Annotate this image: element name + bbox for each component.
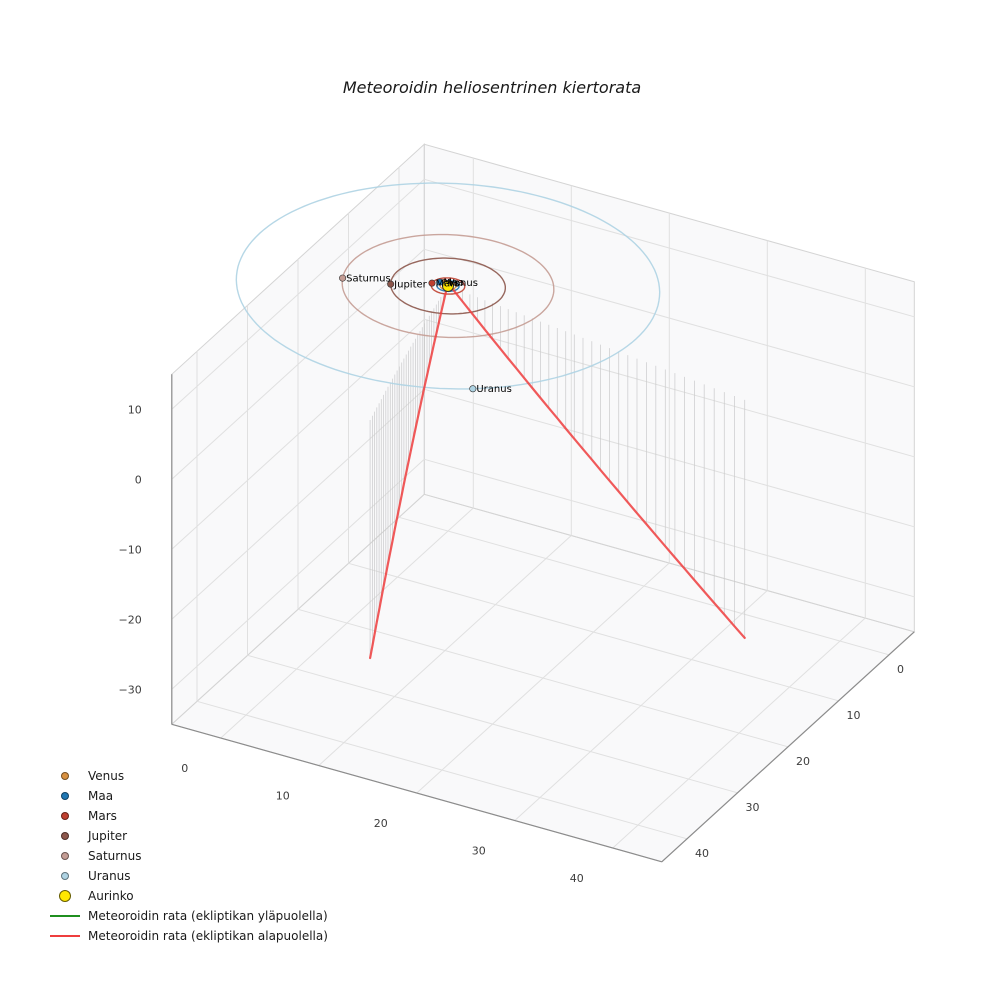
orbit-saturnus	[341, 233, 555, 339]
legend-label: Venus	[88, 769, 125, 783]
legend-label: Mars	[88, 809, 117, 823]
planet-label-saturnus: Saturnus	[346, 274, 391, 285]
x-tick-label: 0	[181, 762, 188, 775]
planet-label-venus: Venus	[448, 278, 478, 289]
planet-label-maa: Maa	[443, 278, 464, 289]
legend-item: Saturnus	[50, 846, 328, 866]
z-tick-label: −10	[119, 543, 142, 556]
planet-label-jupiter: Jupiter	[393, 280, 427, 291]
legend-item: Maa	[50, 786, 328, 806]
tick-labels: 0 10 20 30 40 0 10 20 30 40 10 0 −10 −20 −30	[119, 403, 904, 885]
planet-markers	[339, 274, 477, 393]
orbit-uranus	[235, 182, 661, 390]
planet-marker-jupiter	[387, 280, 395, 288]
y-tick-label: 30	[746, 801, 760, 814]
axis-lines	[171, 374, 915, 863]
legend-label: Maa	[88, 789, 114, 803]
legend-item: Venus	[50, 766, 328, 786]
legend: Venus Maa Mars Jupiter Saturnus Uranus Aurinko…	[50, 766, 328, 946]
trajectory-stems	[369, 291, 746, 658]
legend-item: Uranus	[50, 866, 328, 886]
legend-item: Meteoroidin rata (ekliptikan yläpuolella…	[50, 906, 328, 926]
legend-item: Mars	[50, 806, 328, 826]
legend-item: Aurinko	[50, 886, 328, 906]
planet-marker-maa	[436, 278, 444, 286]
legend-dot-marker	[50, 812, 80, 820]
planet-marker-uranus	[469, 385, 477, 393]
legend-dot-marker	[50, 772, 80, 780]
planet-label-mars: Mars	[435, 279, 459, 290]
chart-title: Meteoroidin heliosentrinen kiertorata	[342, 78, 642, 97]
legend-dot-marker	[50, 890, 80, 902]
legend-line-marker	[50, 914, 80, 918]
z-tick-label: −30	[119, 683, 142, 696]
y-tick-label: 0	[897, 663, 904, 676]
legend-dot-marker	[50, 872, 80, 880]
legend-item: Jupiter	[50, 826, 328, 846]
legend-line-marker	[50, 934, 80, 938]
legend-label: Meteoroidin rata (ekliptikan alapuolella…	[88, 929, 328, 943]
legend-dot-marker	[50, 832, 80, 840]
x-axis	[171, 723, 662, 863]
y-axis	[661, 631, 915, 863]
planet-marker-saturnus	[339, 274, 347, 282]
y-tick-label: 40	[695, 847, 709, 860]
y-tick-label: 10	[847, 709, 861, 722]
grid-lines	[171, 158, 915, 849]
y-tick-label: 20	[796, 755, 810, 768]
x-tick-label: 30	[472, 845, 486, 858]
planet-label-uranus: Uranus	[476, 384, 511, 395]
sun-marker	[442, 280, 454, 292]
planet-marker-mars	[428, 279, 436, 287]
legend-label: Jupiter	[88, 829, 128, 843]
z-tick-label: −20	[119, 613, 142, 626]
x-tick-label: 10	[276, 790, 290, 803]
trajectory-segment	[446, 282, 746, 640]
legend-dot-marker	[50, 852, 80, 860]
legend-label: Uranus	[88, 869, 131, 883]
legend-item: Meteoroidin rata (ekliptikan alapuolella…	[50, 926, 328, 946]
legend-label: Meteoroidin rata (ekliptikan yläpuolella…	[88, 909, 328, 923]
legend-label: Aurinko	[88, 889, 134, 903]
orbit-jupiter	[390, 257, 506, 315]
meteoroid-trajectory	[369, 282, 746, 660]
x-tick-label: 20	[374, 817, 388, 830]
trajectory-segment	[369, 282, 450, 660]
z-tick-label: 0	[135, 473, 142, 486]
legend-label: Saturnus	[88, 849, 142, 863]
x-tick-label: 40	[570, 872, 584, 885]
z-tick-label: 10	[128, 403, 142, 416]
legend-dot-marker	[50, 792, 80, 800]
